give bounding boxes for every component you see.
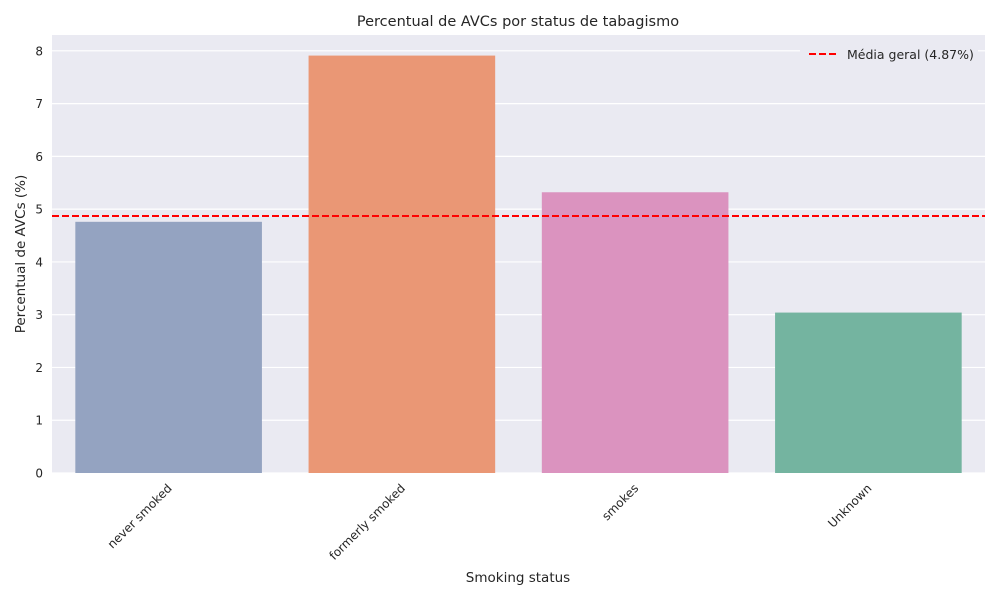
bar-smokes [541, 192, 729, 474]
y-tick-label: 4 [35, 255, 43, 269]
x-tick-label-unknown: Unknown [825, 481, 874, 530]
x-tick-label-formerly-smoked: formerly smoked [326, 481, 408, 563]
y-tick-label: 5 [35, 203, 43, 217]
y-tick-labels: 0 1 2 3 4 5 6 7 8 [35, 44, 43, 480]
bar-formerly-smoked [308, 55, 496, 474]
legend: Média geral (4.87%) [800, 41, 978, 69]
x-tick-label-never-smoked: never smoked [105, 481, 175, 551]
chart-title: Percentual de AVCs por status de tabagis… [357, 14, 679, 30]
x-tick-label-smokes: smokes [599, 481, 641, 523]
x-tick-labels: never smoked formerly smoked smokes Unknown [105, 481, 875, 563]
y-tick-label: 1 [35, 414, 43, 428]
legend-entry-reference-line: Média geral (4.87%) [847, 47, 974, 62]
y-tick-label: 0 [35, 467, 43, 481]
y-tick-label: 7 [35, 97, 43, 111]
legend-box [800, 41, 978, 69]
y-tick-label: 3 [35, 308, 43, 322]
bars [75, 55, 962, 474]
bar-never-smoked [75, 221, 262, 473]
y-tick-label: 8 [35, 44, 43, 58]
y-tick-label: 2 [35, 361, 43, 375]
bar-unknown [775, 312, 962, 473]
y-axis-label: Percentual de AVCs (%) [13, 175, 29, 334]
y-tick-label: 6 [35, 150, 43, 164]
x-axis-label: Smoking status [466, 570, 570, 586]
